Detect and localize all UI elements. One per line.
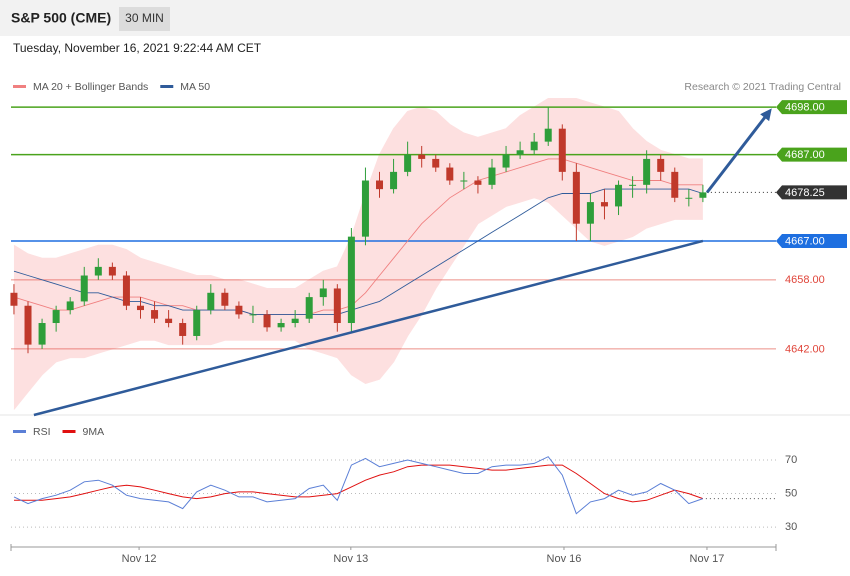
candle-body bbox=[207, 292, 215, 311]
y-tick-label: 30 bbox=[785, 521, 797, 533]
level-tag bbox=[776, 185, 847, 200]
candle-body bbox=[108, 266, 116, 276]
level-tag bbox=[776, 233, 847, 248]
legend-label: 9MA bbox=[83, 426, 105, 438]
level-label: 4698.00 bbox=[785, 101, 825, 113]
candle-body bbox=[572, 171, 580, 224]
candle-body bbox=[165, 318, 173, 324]
candle-body bbox=[432, 158, 440, 168]
candle-body bbox=[24, 305, 32, 345]
candle-body bbox=[376, 180, 384, 190]
interval-label[interactable]: 30 MIN bbox=[125, 11, 164, 25]
candle-body bbox=[600, 202, 608, 207]
trendline bbox=[33, 239, 704, 417]
level-label: 4658.00 bbox=[785, 274, 825, 286]
candle-body bbox=[516, 150, 524, 155]
candle-body bbox=[347, 236, 355, 324]
legend-swatch bbox=[160, 85, 174, 88]
legend-label: MA 50 bbox=[180, 81, 210, 93]
legend-swatch bbox=[13, 430, 26, 433]
candle-body bbox=[390, 171, 398, 190]
x-tick-label: Nov 16 bbox=[547, 553, 582, 565]
candle-body bbox=[52, 310, 60, 324]
candle-body bbox=[291, 318, 299, 324]
legend-label: RSI bbox=[33, 426, 51, 438]
candle-body bbox=[418, 154, 426, 159]
candle-body bbox=[319, 288, 327, 298]
candle-body bbox=[685, 197, 693, 199]
instrument-title: S&P 500 (CME) bbox=[11, 10, 111, 26]
band-lower bbox=[13, 197, 703, 410]
x-tick-label: Nov 12 bbox=[122, 553, 157, 565]
rsi-line bbox=[13, 456, 704, 515]
projection-arrow bbox=[705, 113, 769, 194]
candle-body bbox=[333, 288, 341, 324]
candle-body bbox=[488, 167, 496, 185]
candle-body bbox=[460, 180, 468, 182]
bollinger-band bbox=[13, 98, 703, 410]
candle-body bbox=[179, 323, 187, 336]
candle-body bbox=[151, 310, 159, 319]
level-label: 4687.00 bbox=[785, 149, 825, 161]
band-upper bbox=[13, 98, 703, 289]
candle-body bbox=[530, 141, 538, 151]
y-tick-label: 50 bbox=[785, 487, 797, 499]
candle-body bbox=[657, 158, 665, 172]
candle-body bbox=[586, 202, 594, 224]
legend-label: MA 20 + Bollinger Bands bbox=[33, 81, 148, 93]
candle-body bbox=[699, 192, 707, 198]
candle-body bbox=[544, 128, 552, 142]
legend-swatch bbox=[13, 85, 26, 88]
candle-body bbox=[136, 305, 144, 311]
candle-body bbox=[221, 292, 229, 306]
candle-body bbox=[361, 180, 369, 237]
candle-body bbox=[263, 314, 271, 328]
x-tick-label: Nov 17 bbox=[690, 553, 725, 565]
credit: Research © 2021 Trading Central bbox=[684, 81, 841, 93]
candle-body bbox=[235, 305, 243, 315]
candle-body bbox=[277, 323, 285, 328]
arrow-head bbox=[760, 108, 772, 122]
level-tag bbox=[776, 100, 847, 115]
candle-body bbox=[66, 301, 74, 311]
interval-button[interactable] bbox=[119, 7, 170, 31]
candle-body bbox=[94, 266, 102, 276]
x-tick-label: Nov 13 bbox=[333, 553, 368, 565]
candle-body bbox=[446, 167, 454, 181]
candle-body bbox=[502, 154, 510, 168]
legend-swatch bbox=[62, 430, 76, 433]
level-tag bbox=[776, 147, 847, 162]
timestamp: Tuesday, November 16, 2021 9:22:44 AM CE… bbox=[13, 41, 262, 55]
level-label: 4642.00 bbox=[785, 343, 825, 355]
candle-body bbox=[671, 171, 679, 198]
y-tick-label: 70 bbox=[785, 454, 797, 466]
candle-body bbox=[615, 184, 623, 207]
level-label: 4678.25 bbox=[785, 187, 825, 199]
candle-body bbox=[122, 275, 130, 306]
rsi-line bbox=[14, 464, 704, 503]
candle-body bbox=[193, 310, 201, 336]
candle-body bbox=[558, 128, 566, 172]
candle-body bbox=[80, 275, 88, 302]
candle-body bbox=[305, 297, 313, 319]
candle-body bbox=[643, 158, 651, 185]
level-label: 4667.00 bbox=[785, 235, 825, 247]
candle-body bbox=[10, 292, 18, 306]
candle-body bbox=[629, 184, 637, 186]
candle-body bbox=[249, 314, 257, 316]
candle-body bbox=[38, 323, 46, 345]
candle-body bbox=[404, 154, 412, 172]
candle-body bbox=[474, 180, 482, 185]
